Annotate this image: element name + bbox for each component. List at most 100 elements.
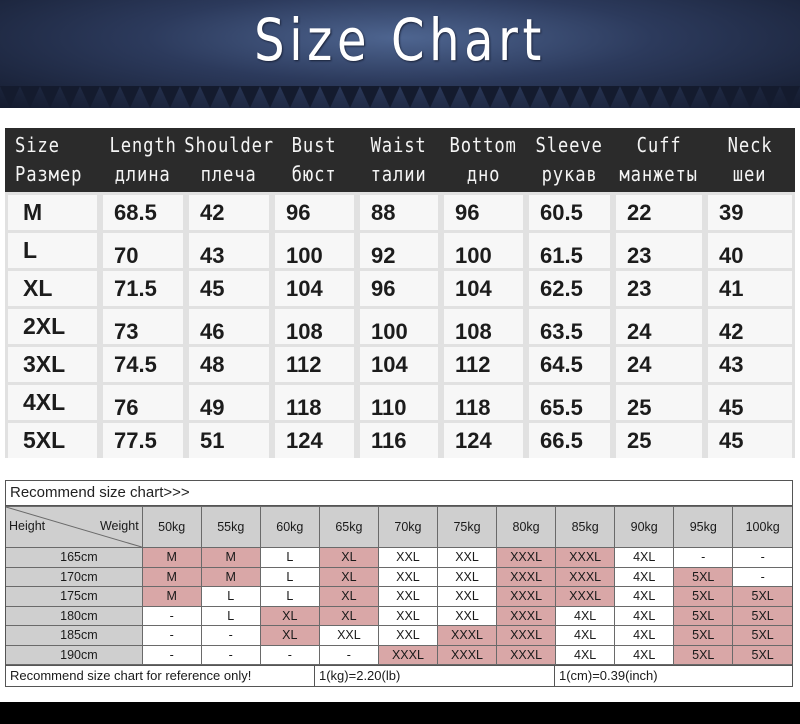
cell-value: 4XL — [23, 389, 66, 415]
size-row: XL 71.5 45 104 96 104 62.5 23 41 — [5, 271, 795, 306]
weight-header: 85kg — [555, 506, 616, 548]
recommend-size-cell: - — [732, 566, 792, 587]
measurement-cell: 64.5 — [526, 347, 613, 382]
recommend-grid: Height Weight 50kg 55kg 60kg 65kg 70kg 75kg 80kg… — [6, 506, 792, 665]
measurement-cell: 74.5 — [100, 347, 186, 382]
recommend-size-cell: 4XL — [614, 625, 675, 646]
weight-header: 90kg — [614, 506, 675, 548]
cell-value: 23 — [627, 243, 652, 268]
cell-value: 124 — [286, 428, 323, 453]
recommend-size-cell: 4XL — [614, 566, 675, 587]
column-header: Bust бюст — [272, 128, 357, 192]
recommend-size-cell: 4XL — [614, 547, 675, 568]
column-header-en: Cuff — [636, 133, 682, 157]
measurement-cell: 96 — [272, 195, 357, 230]
cell-value: 23 — [627, 276, 652, 301]
recommend-size-cell: XL — [259, 605, 320, 626]
recommend-size-cell: XL — [318, 566, 379, 587]
height-label: Height — [9, 519, 46, 533]
cell-value: 5XL — [23, 427, 66, 453]
recommend-size-cell: XXL — [436, 566, 498, 587]
column-header-en: Waist — [370, 133, 428, 157]
recommend-size-cell: 5XL — [673, 566, 734, 587]
recommend-row: 170cm M M L XL XXL XXL XXXL XXXL 4XL 5XL - — [6, 566, 792, 587]
measurement-cell: 46 — [186, 309, 272, 344]
height-cell: 185cm — [6, 625, 143, 646]
column-header-ru: бюст — [292, 162, 337, 186]
recommend-size-cell: 4XL — [555, 644, 616, 665]
size-row: 4XL 76 49 118 110 118 65.5 25 45 — [5, 385, 795, 420]
column-header-ru: Размер — [15, 162, 83, 186]
cell-value: 96 — [371, 276, 396, 301]
recommend-row: 185cm - - XL XXL XXL XXXL XXXL 4XL 4XL 5XL 5XL — [6, 625, 792, 646]
measurement-cell: 40 — [705, 233, 795, 268]
recommend-size-cell: 5XL — [732, 605, 792, 626]
weight-header: 95kg — [673, 506, 734, 548]
recommend-size-cell: 5XL — [673, 625, 734, 646]
cell-value: 40 — [719, 243, 744, 268]
cell-value: 45 — [200, 276, 225, 301]
cell-value: 100 — [455, 243, 492, 268]
cell-value: 24 — [627, 352, 652, 377]
measurement-cell: 65.5 — [526, 385, 613, 420]
measurement-cell: 116 — [357, 423, 441, 458]
measurement-cell: 124 — [441, 423, 526, 458]
size-chart-body: M 68.5 42 96 88 96 60.5 22 39 L 70 43 100 92 100 61.5 23… — [5, 192, 795, 458]
measurement-cell: 108 — [272, 309, 357, 344]
measurement-cell: 42 — [705, 309, 795, 344]
recommend-size-cell: - — [673, 547, 734, 568]
column-header-ru: плеча — [200, 162, 258, 186]
recommend-size-cell: XL — [318, 605, 379, 626]
weight-header: 50kg — [141, 506, 202, 548]
cell-value: 73 — [114, 319, 139, 344]
cell-value: 100 — [371, 319, 408, 344]
measurement-cell: 62.5 — [526, 271, 613, 306]
cell-value: 41 — [719, 276, 744, 301]
recommend-size-cell: L — [259, 566, 320, 587]
cm-conversion-note: 1(cm)=0.39(inch) — [559, 668, 658, 683]
measurement-cell: 118 — [441, 385, 526, 420]
cell-value: 64.5 — [540, 352, 583, 377]
recommend-size-cell: - — [200, 644, 261, 665]
recommend-size-cell: M — [200, 566, 261, 587]
recommend-size-cell: XXL — [436, 547, 498, 568]
column-header-en: Size — [15, 133, 60, 157]
column-header: Cuff манжеты — [613, 128, 705, 192]
recommend-size-cell: L — [259, 547, 320, 568]
cell-value: 48 — [200, 352, 225, 377]
recommend-size-cell: 5XL — [673, 644, 734, 665]
weight-header: 60kg — [259, 506, 320, 548]
cell-value: 25 — [627, 428, 652, 453]
cell-value: 110 — [371, 395, 407, 420]
weight-header: 75kg — [436, 506, 498, 548]
recommend-size-cell: XXL — [436, 586, 498, 607]
measurement-cell: 63.5 — [526, 309, 613, 344]
cell-value: 116 — [371, 428, 407, 453]
cell-value: 42 — [200, 200, 225, 225]
size-label-cell: 2XL — [5, 309, 100, 344]
cell-value: 70 — [114, 243, 139, 268]
size-chart-table: Size Размер Length длина Shoulder плеча Bust бю… — [5, 128, 795, 458]
column-header: Sleeve рукав — [526, 128, 613, 192]
recommend-size-cell: - — [318, 644, 379, 665]
recommend-size-cell: XL — [318, 586, 379, 607]
recommend-size-cell: XXL — [377, 586, 438, 607]
cell-value: 104 — [455, 276, 492, 301]
size-label-cell: XL — [5, 271, 100, 306]
recommend-size-cell: XXL — [318, 625, 379, 646]
recommend-title: Recommend size chart>>> — [6, 481, 792, 506]
measurement-cell: 23 — [613, 233, 705, 268]
height-weight-corner: Height Weight — [6, 506, 143, 548]
measurement-cell: 71.5 — [100, 271, 186, 306]
measurement-cell: 100 — [357, 309, 441, 344]
cell-value: 96 — [286, 200, 311, 225]
cell-value: 74.5 — [114, 352, 157, 377]
header-banner: Size Chart — [0, 0, 800, 108]
measurement-cell: 23 — [613, 271, 705, 306]
recommend-size-cell: 4XL — [614, 605, 675, 626]
cell-value: 104 — [371, 352, 408, 377]
column-header-ru: талии — [370, 162, 428, 186]
cell-value: 60.5 — [540, 200, 583, 225]
recommend-row: 175cm M L L XL XXL XXL XXXL XXXL 4XL 5XL 5XL — [6, 586, 792, 607]
recommend-size-cell: XXL — [377, 547, 438, 568]
